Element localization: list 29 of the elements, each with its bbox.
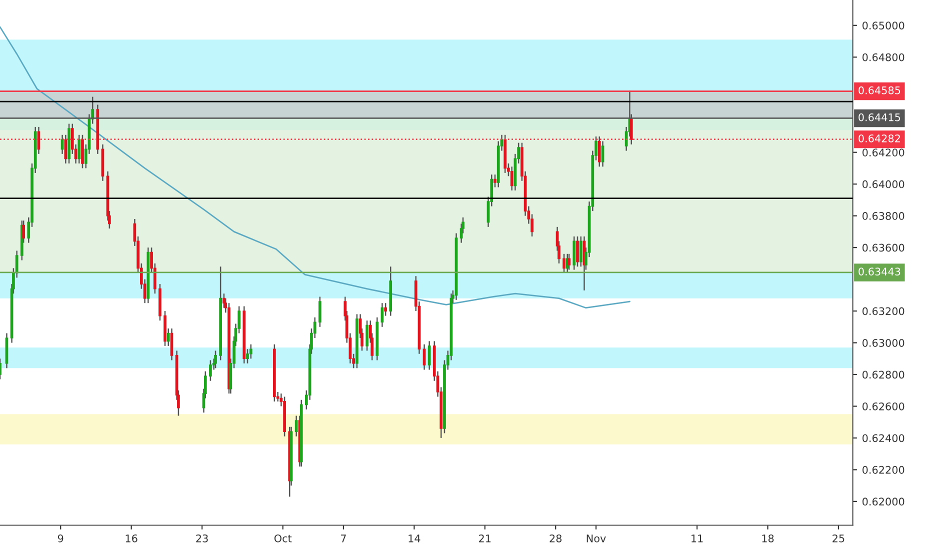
ref-line-label: 0.64282 bbox=[858, 134, 900, 142]
x-tick-label: 28 bbox=[550, 534, 562, 542]
x-tick-label: Oct bbox=[274, 534, 292, 542]
y-tick-label: 0.63800 bbox=[862, 212, 904, 220]
x-tick-label: 21 bbox=[479, 534, 491, 542]
ref-line-label: 0.63443 bbox=[858, 268, 900, 276]
y-tick-label: 0.62000 bbox=[862, 498, 904, 506]
x-tick-label: Nov bbox=[586, 534, 606, 542]
ref-line-label: 0.64415 bbox=[858, 113, 900, 122]
y-tick-label: 0.64000 bbox=[862, 180, 904, 188]
x-tick-label: 11 bbox=[692, 534, 703, 542]
x-tick-label: 25 bbox=[832, 534, 844, 542]
y-tick-label: 0.64200 bbox=[862, 148, 904, 156]
x-tick-label: 23 bbox=[196, 534, 208, 542]
x-tick-label: 7 bbox=[341, 534, 346, 542]
y-tick-label: 0.62600 bbox=[862, 402, 904, 410]
y-tick-label: 0.64800 bbox=[862, 53, 904, 62]
x-tick-label: 9 bbox=[58, 534, 64, 542]
y-tick-label: 0.63000 bbox=[862, 338, 904, 347]
x-tick-label: 18 bbox=[762, 534, 774, 542]
y-tick-label: 0.63200 bbox=[862, 307, 904, 316]
y-tick-label: 0.62400 bbox=[862, 434, 904, 442]
x-tick-label: 16 bbox=[126, 534, 138, 542]
y-tick-label: 0.62200 bbox=[862, 466, 904, 474]
y-tick-label: 0.65000 bbox=[862, 22, 904, 30]
y-tick-label: 0.62800 bbox=[862, 370, 904, 379]
x-tick-label: 14 bbox=[408, 534, 420, 542]
y-tick-label: 0.63600 bbox=[862, 244, 904, 252]
ref-line-label: 0.64585 bbox=[858, 86, 900, 94]
